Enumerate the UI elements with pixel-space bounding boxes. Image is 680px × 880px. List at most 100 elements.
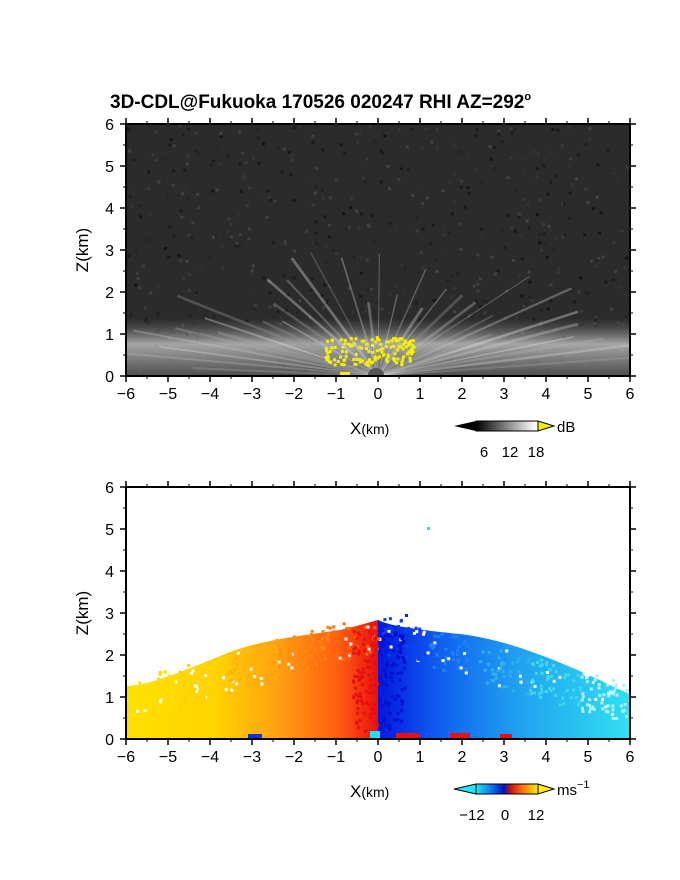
noise-pixel (218, 161, 222, 165)
saturated-pixel (354, 337, 358, 341)
velocity-pixel (392, 649, 396, 653)
velocity-pixel (441, 659, 445, 663)
noise-pixel (339, 143, 343, 147)
saturated-pixel (378, 355, 381, 359)
noise-pixel (393, 226, 397, 230)
velocity-pixel (290, 666, 294, 670)
noise-pixel (128, 149, 132, 153)
noise-pixel (185, 162, 189, 166)
noise-pixel (272, 240, 276, 244)
velocity-pixel (611, 717, 615, 720)
colorbar-tick: 12 (502, 444, 519, 461)
velocity-pixel (275, 662, 279, 666)
velocity-pixel (546, 677, 550, 681)
velocity-pixel (206, 696, 210, 700)
x-tick-label: −5 (159, 749, 177, 766)
velocity-pixel (403, 666, 406, 670)
saturated-pixel (385, 360, 389, 364)
velocity-pixel (540, 690, 544, 694)
noise-pixel (136, 277, 140, 281)
velocity-pixel (417, 646, 421, 650)
noise-pixel (262, 142, 265, 146)
velocity-pixel (349, 642, 353, 646)
noise-pixel (549, 299, 553, 303)
noise-pixel (169, 138, 173, 142)
noise-pixel (535, 167, 539, 171)
velocity-pixel (297, 666, 301, 670)
noise-pixel (418, 181, 422, 185)
velocity-pixel (387, 641, 391, 645)
velocity-pixel (418, 630, 422, 634)
noise-pixel (251, 157, 255, 161)
velocity-pixel (486, 681, 490, 685)
noise-pixel (234, 244, 238, 248)
velocity-pixel (364, 658, 368, 662)
velocity-pixel (367, 691, 371, 695)
velocity-pixel (163, 670, 167, 674)
velocity-pixel (579, 687, 583, 690)
velocity-pixel (383, 618, 387, 621)
velocity-pixel (363, 649, 367, 653)
y-tick-label: 2 (105, 648, 114, 665)
saturated-pixel (376, 356, 380, 360)
x-tick-label: −1 (327, 386, 345, 403)
velocity-pixel (297, 640, 301, 644)
velocity-pixel (231, 660, 235, 664)
noise-pixel (570, 289, 574, 293)
velocity-pixel (274, 665, 278, 669)
velocity-pixel (392, 661, 396, 665)
velocity-pixel (622, 684, 626, 687)
velocity-pixel (499, 649, 503, 653)
velocity-pixel (558, 703, 562, 707)
noise-pixel (453, 200, 457, 204)
velocity-pixel (383, 634, 387, 638)
noise-pixel (363, 180, 367, 183)
velocity-pixel (379, 727, 383, 731)
velocity-pixel (457, 644, 461, 648)
saturated-pixel (365, 360, 369, 364)
velocity-pixel (344, 637, 348, 641)
noise-pixel (257, 176, 261, 180)
saturated-pixel (379, 343, 383, 346)
velocity-pixel (389, 676, 393, 679)
noise-pixel (211, 189, 214, 193)
velocity-pixel (310, 629, 314, 633)
noise-pixel (600, 310, 604, 314)
noise-pixel (250, 269, 254, 273)
velocity-pixel (544, 690, 548, 693)
noise-pixel (415, 216, 419, 220)
noise-pixel (411, 194, 415, 197)
noise-pixel (219, 132, 223, 135)
velocity-pixel (450, 650, 454, 654)
noise-pixel (373, 219, 377, 223)
velocity-pixel (402, 657, 406, 660)
velocity-pixel (356, 652, 360, 656)
velocity-pixel (372, 637, 376, 640)
velocity-pixel (414, 661, 418, 665)
velocity-pixel (408, 622, 412, 626)
velocity-pixel (309, 655, 313, 658)
velocity-pixel (194, 695, 198, 699)
noise-pixel (417, 189, 421, 193)
velocity-pixel (531, 678, 535, 682)
noise-pixel (543, 232, 546, 236)
velocity-pixel (396, 718, 400, 722)
saturated-pixel (398, 337, 402, 341)
noise-pixel (535, 195, 539, 199)
noise-pixel (540, 248, 543, 252)
velocity-pixel (505, 649, 509, 653)
velocity-pixel (335, 647, 339, 651)
noise-pixel (242, 176, 246, 180)
velocity-pixel (368, 659, 372, 663)
velocity-pixel (496, 669, 500, 673)
noise-pixel (311, 241, 315, 245)
beam-ray (377, 344, 630, 376)
saturated-pixel (401, 358, 405, 362)
noise-pixel (266, 189, 270, 193)
velocity-pixel (250, 681, 254, 684)
velocity-pixel (455, 635, 459, 639)
noise-pixel (459, 150, 463, 154)
velocity-pixel (382, 643, 386, 647)
velocity-pixel (502, 684, 506, 688)
